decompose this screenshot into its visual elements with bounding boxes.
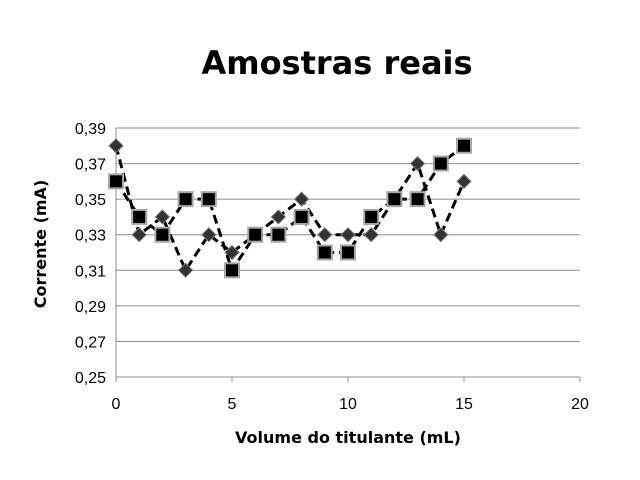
y-tick-label-6: 0,37 [75,157,106,174]
chart-title: Amostras reais [201,44,472,82]
series-1-point-7 [270,226,287,243]
series-1-point-13 [409,191,426,208]
x-tick-label-3: 15 [455,396,473,413]
series-0-point-1 [131,227,147,243]
series-1-point-2 [154,226,171,243]
series-0-point-15 [456,173,472,190]
series-0-point-2 [154,209,171,225]
x-tick-label-4: 20 [571,396,589,413]
series-1-point-3 [177,191,194,208]
series-1-point-8 [293,208,310,225]
series-0-diamond [108,138,472,278]
series-0-point-10 [340,227,356,243]
x-tick-label-1: 5 [228,396,237,413]
series-1-point-12 [386,191,403,208]
series-1-point-10 [340,244,356,261]
y-tick-label-5: 0,35 [75,192,106,209]
series-0-point-4 [201,227,217,243]
y-axis-label: Corrente (mA) [31,180,50,309]
x-tick-label-0: 0 [112,396,121,413]
y-tick-label-4: 0,33 [75,228,106,245]
series-1-point-11 [363,208,380,225]
series-1-point-14 [432,155,449,172]
y-tick-label-3: 0,31 [75,263,106,280]
series-1-point-1 [131,208,148,225]
x-axis-label: Volume do titulante (mL) [235,428,461,447]
series-1-point-6 [247,226,264,243]
y-tick-label-1: 0,27 [75,334,106,351]
x-axis-ticks: 0 5 10 15 20 [112,377,589,413]
series-1-point-15 [456,137,472,154]
x-tick-label-2: 10 [339,396,357,413]
series-0-point-11 [363,227,379,243]
series-0-point-9 [317,227,333,243]
series-0-line [114,145,466,272]
series-0-point-13 [409,155,426,172]
series-0-point-0 [108,138,124,154]
series-1-square [108,137,472,279]
series-1-point-9 [316,244,333,261]
series-0-point-7 [270,209,287,225]
series-1-point-0 [108,173,124,190]
y-tick-label-2: 0,29 [75,299,106,316]
series-0-point-3 [177,262,194,278]
y-tick-label-7: 0,39 [75,121,106,138]
series-0-point-8 [293,191,310,207]
series-1-point-5 [224,262,240,279]
series-1-line [114,144,465,272]
series-1-point-4 [200,191,217,208]
series-0-point-14 [433,227,449,243]
y-tick-label-0: 0,25 [75,370,106,387]
series-layer [108,137,472,279]
y-axis-ticks: 0,25 0,27 0,29 0,31 0,33 0,35 0,37 0,39 [75,121,106,387]
